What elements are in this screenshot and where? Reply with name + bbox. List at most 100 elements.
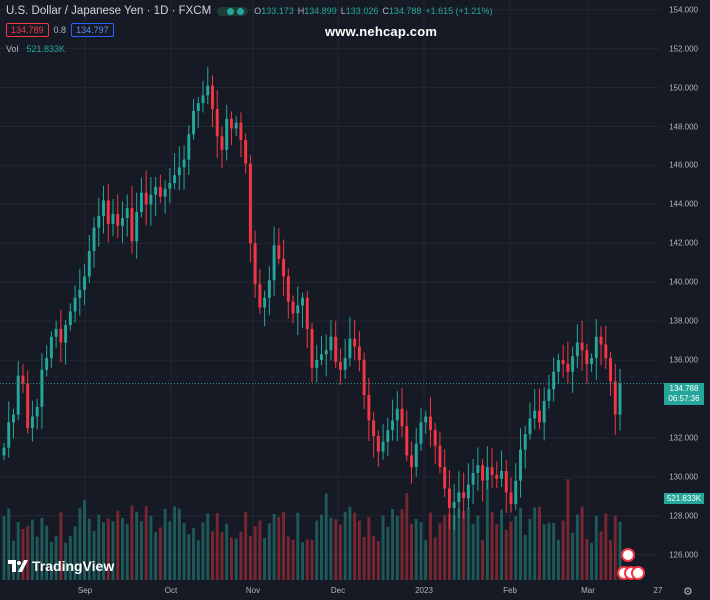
symbol-title[interactable]: U.S. Dollar / Japanese Yen · 1D · FXCM [6,5,212,17]
change-value: +1.615 (+1.21%) [425,6,493,16]
watermark-text: www.nehcap.com [325,24,438,39]
volume-bar [49,541,53,580]
candle-body [428,416,432,431]
volume-bar [130,505,134,580]
candle-body [466,484,470,499]
volume-bar [220,532,224,580]
volume-bar [16,522,20,580]
volume-bar [315,520,319,580]
volume-value: 521.833K [26,44,66,54]
candle-body [537,410,541,423]
current-price-label: 134.788 06:57:36 [664,383,704,405]
price-tick: 136.000 [669,355,698,365]
volume-bar [495,524,499,580]
candle-body [414,443,418,468]
volume-bar [2,516,6,580]
price-tick: 152.000 [669,44,698,54]
candle-body [12,414,15,423]
tradingview-logo-icon [8,560,28,572]
volume-bar [575,514,579,580]
current-volume-label: 521.833K [664,493,704,504]
data-status-dot-icon [237,7,245,15]
volume-bar [282,512,286,580]
volume-bar [21,528,25,580]
volume-bar [481,540,485,580]
us-event-flag-icon[interactable] [631,566,645,580]
candle-body [215,108,219,137]
volume-bar [348,506,352,580]
volume-bar [263,538,267,580]
volume-bar [504,530,508,580]
price-tick: 128.000 [669,511,698,521]
volume-bar [386,526,390,580]
volume-bar [296,512,300,580]
volume-bar [500,509,504,580]
volume-bar [528,518,532,580]
candle-body [120,217,124,226]
candle-body [201,95,205,104]
chart-settings-gear-icon[interactable]: ⚙ [683,586,693,598]
candle-body [528,418,532,435]
candle-body [49,336,53,359]
volume-bar [7,508,11,580]
price-tick: 146.000 [669,160,698,170]
volume-bar [192,527,196,580]
candle-body [168,182,172,189]
candle-body [196,103,200,111]
candle-body [59,328,63,343]
volume-legend[interactable]: Vol 521.833K [6,44,65,54]
volume-bar [372,535,376,580]
candle-body [571,356,575,372]
candle-body [263,297,267,308]
candle-body [329,336,333,351]
volume-bar [154,532,158,580]
volume-bar [125,524,129,580]
volume-bar [353,512,357,580]
volume-bar [471,523,475,580]
candle-body [338,362,342,370]
candle-body [92,227,96,252]
candle-body [618,383,622,415]
volume-bar [547,522,551,580]
candle-body [310,328,314,368]
time-tick: 27 [653,586,663,595]
candle-body [599,336,603,345]
volume-bar [120,517,124,580]
us-event-flag-icon[interactable] [621,548,635,562]
volume-bar [310,539,314,580]
volume-bar [135,511,139,580]
candle-body [504,471,508,493]
candle-body [367,395,371,421]
buy-button[interactable]: 134.797 [71,23,114,37]
time-tick: Dec [330,586,346,595]
volume-bar [405,493,409,580]
price-tick: 126.000 [669,550,698,560]
candle-body [87,251,91,277]
tradingview-logo[interactable]: TradingView [8,558,114,574]
candle-body [173,175,177,183]
candle-body [286,276,290,302]
candle-body [239,122,243,141]
volume-bar [433,537,437,580]
sell-button[interactable]: 134.789 [6,23,49,37]
market-status-pill[interactable] [217,6,249,16]
candle-body [116,214,120,226]
volume-bar [116,510,120,580]
volume-bar [613,515,617,580]
volume-bar [177,508,181,580]
candle-body [234,122,238,129]
volume-bar [83,500,87,580]
candle-body [334,336,338,363]
candle-body [78,290,82,298]
volume-bar [542,524,546,580]
candle-body [566,363,570,372]
candle-body [64,325,68,343]
candle-body [277,245,281,259]
candle-body [580,342,584,351]
volume-bar [144,506,148,580]
volume-bar [599,531,603,580]
price-tick: 150.000 [669,83,698,93]
volume-bar [206,513,210,580]
